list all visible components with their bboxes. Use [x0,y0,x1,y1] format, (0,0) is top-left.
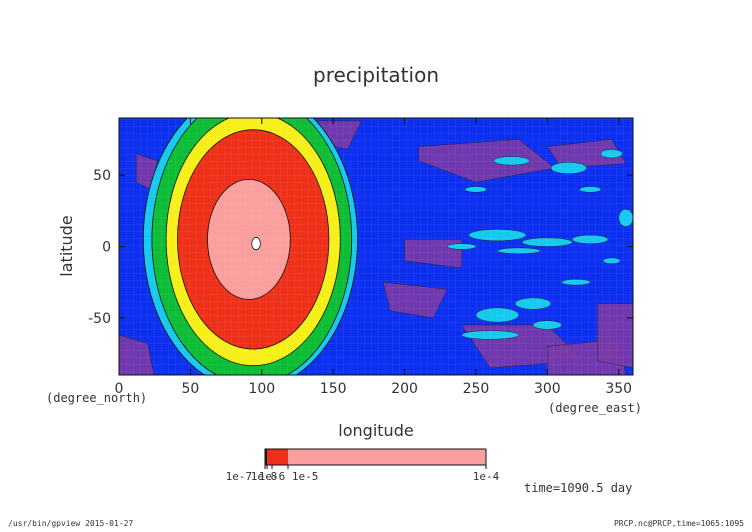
x-unit-label: (degree_east) [548,401,642,415]
x-tick-label: 50 [181,381,199,397]
x-tick-label: 150 [320,381,347,397]
plot-area [119,118,633,375]
time-annotation: time=1090.5 day [524,481,632,495]
x-tick-label: 0 [115,381,124,397]
colorbar-pink-segment [288,449,486,465]
footer-right: PRCP.nc@PRCP,time=1065:1095 [614,519,744,528]
y-axis-label: latitude [57,215,76,276]
y-tick-label: 0 [102,240,111,256]
colorbar-label-right: 1e-4 [473,470,500,483]
y-tick-label: 50 [93,168,111,184]
colorbar-frame [264,448,487,466]
x-axis-ticks: 0 50 100 150 200 250 300 350 [115,118,632,397]
colorbar-red-segment-2 [272,449,288,465]
colorbar-red-segment-1 [267,449,272,465]
colorbar-label-left: 1e-8 [251,470,278,483]
x-axis-label: longitude [338,421,413,440]
x-tick-label: 200 [391,381,418,397]
x-tick-label: 250 [463,381,490,397]
y-tick-label: -50 [88,311,111,327]
grid-overlay [119,118,633,375]
chart-title: precipitation [313,63,439,87]
colorbar-dark-segment [265,449,267,465]
colorbar-ticks [264,465,487,469]
x-tick-label: 300 [534,381,561,397]
x-tick-label: 350 [605,381,632,397]
y-unit-label: (degree_north) [46,391,147,405]
footer-left: /usr/bin/gpview 2015-01-27 [8,519,133,528]
colorbar-label-overlap: 1e-7 1e-6 1e-5 [226,470,319,483]
x-tick-label: 100 [248,381,275,397]
colorbar: 1e-8 1e-7 1e-6 1e-5 1e-4 [226,448,500,483]
y-axis-ticks: -50 0 50 [88,168,633,327]
